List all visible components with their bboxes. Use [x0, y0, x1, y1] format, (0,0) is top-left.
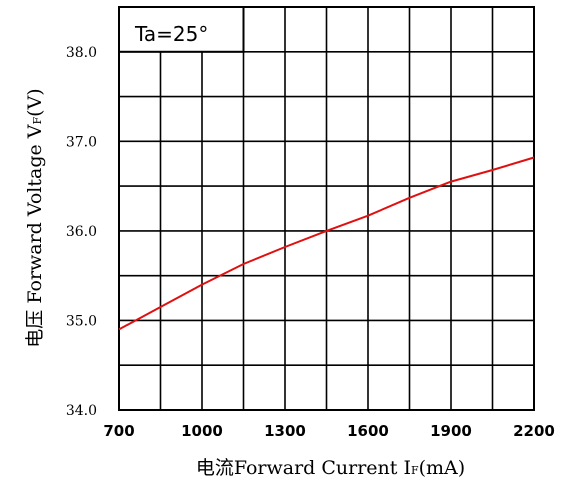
y-axis-label-unit: (V): [24, 88, 46, 117]
y-axis-label: 电压 Forward Voltage VF(V): [24, 88, 46, 347]
annotation-background: [118, 6, 245, 53]
x-tick-label-1000: 1000: [181, 422, 223, 440]
x-tick-label-1600: 1600: [347, 422, 389, 440]
annotation-text: Ta=25°: [134, 22, 208, 46]
vertical-gridlines: [159, 7, 494, 410]
x-axis-label-sub: F: [411, 464, 419, 477]
y-tick-label-34.0: 34.0: [66, 403, 97, 419]
x-tick-label-1900: 1900: [430, 422, 472, 440]
y-axis-label-sub: F: [31, 116, 44, 124]
x-axis-label: 电流Forward Current IF(mA): [196, 457, 465, 479]
x-tick-labels: 700 1000 1300 1600 1900 2200: [103, 422, 555, 440]
series-line-0: [118, 156, 535, 331]
temperature-annotation: Ta=25°: [118, 6, 245, 53]
x-tick-label-2200: 2200: [513, 422, 555, 440]
x-axis-label-main: 电流Forward Current I: [196, 457, 411, 479]
y-tick-label-35.0: 35.0: [66, 313, 97, 329]
x-axis-label-unit: (mA): [419, 457, 466, 479]
y-tick-labels: 34.0 35.0 36.0 37.0 38.0: [66, 45, 97, 419]
y-axis-label-main: 电压 Forward Voltage V: [24, 124, 46, 347]
plot-frame: [118, 6, 535, 411]
y-tick-label-38.0: 38.0: [66, 45, 97, 61]
y-tick-label-37.0: 37.0: [66, 134, 97, 150]
y-tick-label-36.0: 36.0: [66, 224, 97, 240]
x-tick-label-1300: 1300: [264, 422, 306, 440]
x-tick-label-700: 700: [103, 422, 134, 440]
series-layer: [118, 156, 535, 331]
